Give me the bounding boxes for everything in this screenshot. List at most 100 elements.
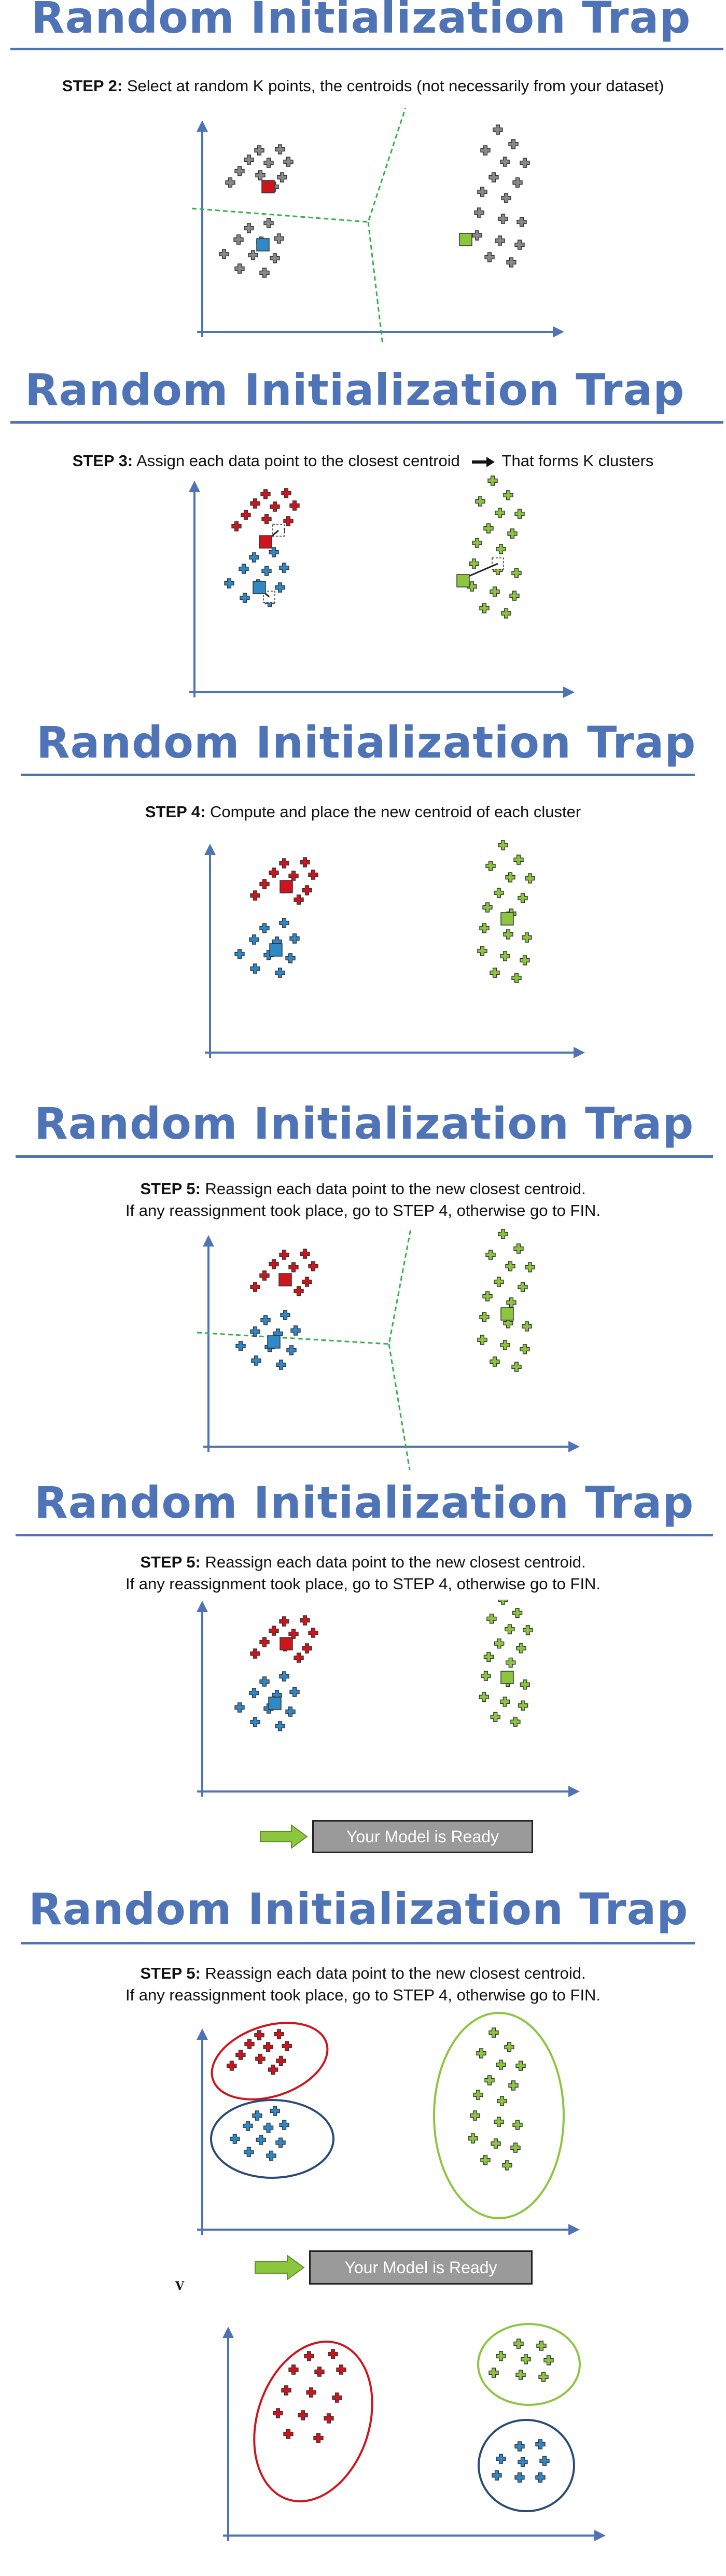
data-point [300, 1615, 310, 1626]
data-point [488, 2368, 499, 2378]
data-point [261, 514, 272, 524]
data-point [273, 2408, 283, 2418]
data-point [263, 218, 274, 228]
data-point [480, 2155, 491, 2165]
scatter-plot [222, 2323, 606, 2541]
centroid-marker [253, 581, 266, 594]
data-point [234, 263, 245, 274]
step-label: STEP 5: [140, 1180, 201, 1198]
data-point [487, 475, 498, 486]
data-point [491, 2138, 501, 2149]
data-point [324, 2413, 334, 2424]
data-point [518, 1700, 528, 1711]
data-point [490, 1356, 500, 1367]
data-point [254, 2030, 264, 2040]
data-point [304, 2351, 314, 2361]
data-point [259, 1270, 270, 1281]
data-point [538, 2372, 549, 2382]
cluster-ellipse-red [253, 2341, 373, 2502]
data-point [479, 1691, 489, 1702]
data-point [495, 235, 505, 246]
data-point [302, 885, 312, 895]
data-point [492, 2470, 502, 2481]
axes [204, 844, 585, 1058]
data-point [505, 872, 515, 883]
data-point [275, 968, 285, 978]
panel-title: Random Initialization Trap [34, 1477, 694, 1528]
step-text-line2: If any reassignment took place, go to ST… [125, 1574, 601, 1593]
data-point [275, 2137, 286, 2148]
data-point [263, 2042, 273, 2052]
data-point [314, 2367, 325, 2377]
data-point [512, 2120, 523, 2130]
data-point [484, 2075, 495, 2085]
panel-step-4: Random Initialization Trap STEP 4: Compu… [0, 721, 726, 1089]
x-axis-arrowhead [568, 1786, 580, 1797]
data-point [497, 2096, 507, 2106]
y-axis-arrowhead [189, 481, 200, 492]
data-point [233, 234, 244, 245]
data-point [525, 1262, 535, 1272]
data-point [503, 490, 513, 500]
data-point [230, 2134, 240, 2144]
data-point [298, 2410, 308, 2420]
green-right-arrow-icon [255, 2255, 305, 2280]
data-point [498, 1229, 508, 1239]
data-point [496, 2060, 506, 2070]
data-point [506, 1657, 516, 1668]
data-point [490, 1712, 500, 1723]
step-label: STEP 4: [145, 803, 206, 821]
data-point [494, 1277, 504, 1287]
data-point [288, 1629, 299, 1639]
data-point [500, 157, 510, 167]
data-point [244, 155, 254, 165]
data-point [235, 1341, 246, 1351]
scatter-plot [189, 475, 575, 698]
data-point [294, 894, 304, 905]
data-point [513, 1243, 524, 1254]
data-point [511, 973, 522, 983]
data-point [254, 145, 264, 156]
data-point [494, 1638, 505, 1649]
data-point [485, 861, 496, 871]
data-point [263, 2122, 274, 2133]
panel-alternate-clustering [0, 2307, 726, 2576]
title-underline [16, 1534, 713, 1536]
step-caption: STEP 5: Reassign each data point to the … [0, 1963, 726, 2006]
data-point [250, 963, 260, 974]
panel-title: Random Initialization Trap [31, 0, 691, 43]
data-point [289, 1687, 300, 1697]
x-axis-arrowhead [594, 2530, 606, 2541]
model-ready-label: Your Model is Ready [309, 2250, 533, 2285]
data-point [501, 193, 511, 203]
data-point [268, 2064, 278, 2075]
data-point [244, 2147, 254, 2157]
data-point [479, 1312, 490, 1322]
step-tail: That forms K clusters [501, 452, 654, 470]
data-point [259, 1676, 270, 1687]
data-point [503, 1318, 513, 1328]
data-point [239, 564, 249, 574]
data-point [475, 496, 485, 507]
data-point [513, 2339, 524, 2349]
centroid-marker [278, 1273, 292, 1286]
model-ready-banner: Your Model is Ready [254, 2250, 533, 2285]
data-point [244, 223, 254, 233]
cluster-ellipse-blue [478, 2419, 575, 2512]
data-point [281, 2385, 291, 2396]
data-point [511, 568, 522, 578]
data-point [328, 2349, 338, 2359]
data-point [473, 2090, 483, 2100]
data-point [279, 2120, 289, 2130]
data-point [516, 217, 527, 227]
data-point [520, 955, 530, 965]
model-ready-label: Your Model is Ready [312, 1820, 533, 1853]
data-point [282, 2041, 292, 2051]
data-point [306, 2387, 316, 2398]
data-point [269, 1626, 279, 1636]
data-point [479, 603, 490, 613]
data-point [286, 1345, 297, 1355]
data-point [332, 2392, 342, 2403]
data-point [481, 1671, 491, 1681]
data-point [308, 1628, 318, 1638]
